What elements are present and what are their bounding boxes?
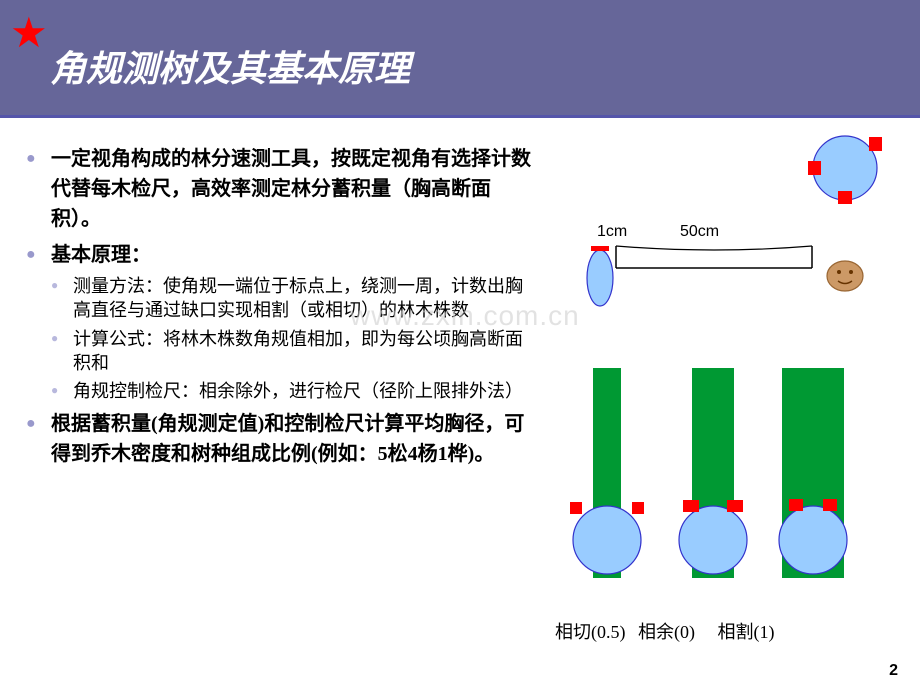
label-1cm: 1cm [597, 223, 627, 240]
bullet-1: 一定视角构成的林分速测工具，按既定视角有选择计数代替每木检尺，高效率测定林分蓄积… [26, 144, 540, 234]
diagram-miss [679, 368, 747, 578]
header-band: ★ 角规测树及其基本原理 [0, 0, 920, 118]
content-body: 一定视角构成的林分速测工具，按既定视角有选择计数代替每木检尺，高效率测定林分蓄积… [18, 134, 548, 624]
diagram-tangent [570, 368, 644, 578]
slide: ★ 角规测树及其基本原理 一定视角构成的林分速测工具，按既定视角有选择计数代替每… [0, 0, 920, 690]
slide-title: 角规测树及其基本原理 [50, 40, 410, 92]
bullet-1-text: 一定视角构成的林分速测工具，按既定视角有选择计数代替每木检尺，高效率测定林分蓄积… [51, 148, 531, 230]
bullet-2-text: 基本原理： [51, 244, 151, 266]
diagrams-svg: 1cm 50cm [570, 128, 910, 658]
star-icon: ★ [10, 12, 48, 54]
measure-line [616, 246, 812, 268]
label-intersect: 相割(1) [718, 618, 775, 644]
bullet-3-text: 根据蓄积量(角规测定值)和控制检尺计算平均胸径，可得到乔木密度和树种组成比例(例… [51, 413, 524, 465]
footer-labels: 相切(0.5) 相余(0) 相割(1) [555, 618, 775, 644]
subbullet-3: 角规控制检尺：相余除外，进行检尺（径阶上限排外法） [51, 379, 540, 403]
diagram-top-circle [808, 136, 882, 204]
label-miss: 相余(0) [638, 618, 695, 644]
subbullet-2: 计算公式：将林木株数角规值相加，即为每公顷胸高断面积和 [51, 327, 540, 376]
label-tangent: 相切(0.5) [555, 618, 626, 644]
label-50cm: 50cm [680, 223, 719, 240]
bullet-3: 根据蓄积量(角规测定值)和控制检尺计算平均胸径，可得到乔木密度和树种组成比例(例… [26, 409, 540, 469]
diagram-panel: 1cm 50cm [570, 128, 910, 658]
gauge-oval-icon [587, 246, 613, 306]
watermark: www.zxin.com.cn [350, 300, 580, 332]
diagram-intersect [779, 368, 847, 578]
page-number: 2 [889, 662, 898, 680]
observer-face-icon [827, 261, 863, 291]
